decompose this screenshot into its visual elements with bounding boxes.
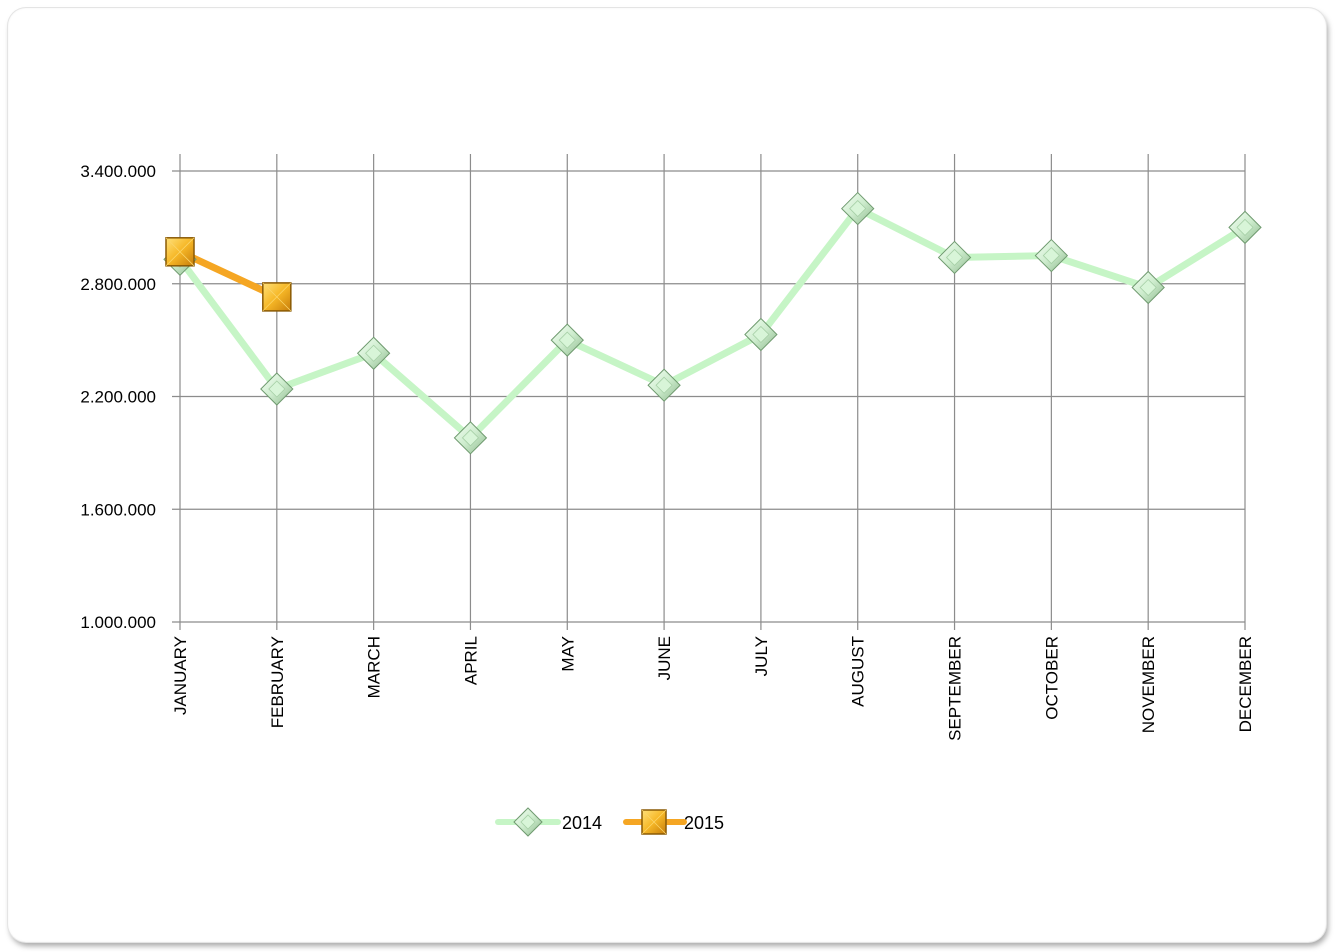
x-axis: JANUARY FEBRUARY MARCH APRIL MAY JUNE JULY AUGU… <box>171 636 1255 741</box>
x-tick-label: OCTOBER <box>1042 636 1061 720</box>
x-tick-label: DECEMBER <box>1236 636 1255 732</box>
point-square <box>641 809 667 835</box>
gridlines <box>172 154 1246 630</box>
point-diamond <box>550 323 584 357</box>
point-diamond <box>356 336 391 370</box>
legend: 2014 2015 <box>495 807 724 837</box>
x-tick-label: APRIL <box>461 636 480 685</box>
point-diamond <box>937 240 972 275</box>
legend-label-2015: 2015 <box>684 813 724 833</box>
x-tick-label: MARCH <box>365 636 384 698</box>
point-square <box>165 237 195 267</box>
y-tick-label: 1.600.000 <box>80 500 156 519</box>
y-tick-label: 2.800.000 <box>80 275 156 294</box>
x-tick-label: JULY <box>752 636 771 676</box>
series-line-2014 <box>176 205 1249 442</box>
point-diamond <box>1034 238 1069 273</box>
y-tick-label: 1.000.000 <box>80 613 156 632</box>
y-tick-label: 2.200.000 <box>80 388 156 407</box>
point-diamond <box>260 372 294 406</box>
point-diamond <box>647 368 681 402</box>
x-tick-label: JUNE <box>655 636 674 680</box>
x-tick-label: FEBRUARY <box>268 636 287 728</box>
legend-label-2014: 2014 <box>562 813 602 833</box>
y-axis: 1.000.000 1.600.000 2.200.000 2.800.000 3.40… <box>80 162 156 632</box>
point-diamond <box>841 191 875 226</box>
x-tick-label: SEPTEMBER <box>946 636 965 741</box>
x-tick-label: JANUARY <box>171 636 190 715</box>
point-diamond <box>453 421 488 455</box>
x-tick-label: NOVEMBER <box>1139 636 1158 733</box>
point-square <box>262 282 292 312</box>
point-diamond <box>744 317 778 352</box>
x-tick-label: MAY <box>558 636 577 672</box>
point-diamond <box>1131 270 1165 305</box>
series-layer <box>163 191 1262 455</box>
point-diamond <box>513 807 543 837</box>
chart-frame <box>8 8 1326 942</box>
y-tick-label: 3.400.000 <box>80 162 156 181</box>
x-tick-label: AUGUST <box>849 636 868 707</box>
point-diamond <box>1228 210 1262 245</box>
